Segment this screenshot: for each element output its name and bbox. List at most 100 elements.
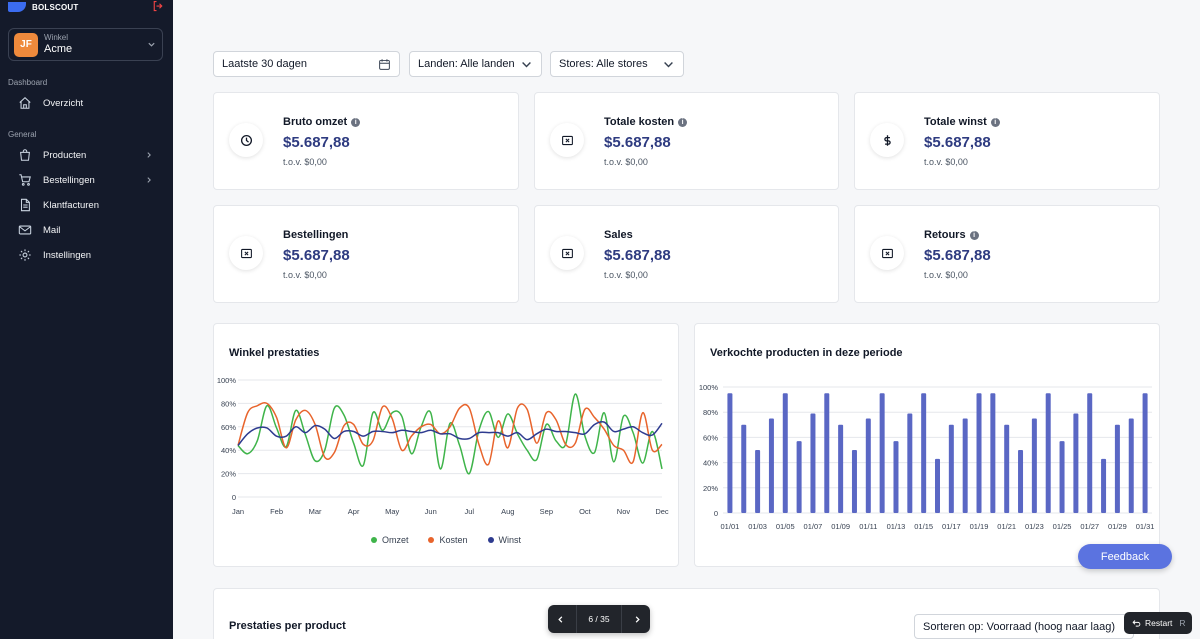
- receipt-x-icon: [881, 248, 893, 258]
- line-chart: 0 20% 40% 60% 80% 100% Jan Feb Mar Apr May Jun Jul Au…: [217, 376, 669, 516]
- x-tick-label: Sep: [540, 507, 553, 516]
- dollar-icon: [883, 134, 891, 146]
- legend-item-winst[interactable]: Winst: [487, 535, 521, 545]
- x-tick-label: 01/07: [804, 522, 823, 531]
- chart-title: Winkel prestaties: [229, 347, 320, 359]
- sort-select[interactable]: Sorteren op: Voorraad (hoog naar laag): [914, 614, 1134, 639]
- chart-title: Verkochte producten in deze periode: [710, 347, 903, 359]
- bar: [768, 418, 774, 513]
- date-range-value: Laatste 30 dagen: [222, 58, 308, 70]
- series-line-winst: [237, 420, 663, 446]
- kpi-title: Bestellingen: [283, 229, 349, 241]
- sidebar-item-instellingen[interactable]: Instellingen: [18, 245, 163, 265]
- receipt-x-icon: [561, 248, 573, 258]
- kpi-value: $5.687,88: [924, 247, 991, 264]
- pager-label: 6 / 35: [588, 614, 610, 624]
- kpi-card-bruto-omzet: Bruto omzet i $5.687,88 t.o.v. $0,00: [213, 92, 519, 190]
- x-tick-label: 01/09: [831, 522, 850, 531]
- countries-select[interactable]: Landen: Alle landen: [409, 51, 542, 77]
- legend-item-omzet[interactable]: Omzet: [370, 535, 408, 545]
- y-tick-label: 40%: [703, 459, 718, 468]
- x-tick-label: Mar: [309, 507, 322, 516]
- logout-icon[interactable]: [152, 0, 164, 12]
- feedback-button[interactable]: Feedback: [1078, 544, 1172, 569]
- y-tick-label: 0: [714, 509, 718, 518]
- bar: [893, 441, 899, 513]
- kpi-icon-badge: [229, 236, 263, 270]
- kpi-value: $5.687,88: [604, 247, 671, 264]
- bar: [755, 450, 761, 513]
- bar: [1142, 393, 1148, 513]
- kpi-title: Bruto omzet: [283, 116, 348, 128]
- series-line-kosten: [237, 401, 663, 466]
- section-label-dashboard: Dashboard: [8, 78, 48, 87]
- sidebar-item-label: Mail: [43, 224, 61, 236]
- sidebar: BOLSCOUT JF Winkel Acme Dashboard Overzi…: [0, 0, 173, 639]
- receipt-x-icon: [561, 135, 573, 145]
- info-icon[interactable]: i: [990, 117, 1000, 127]
- bar: [907, 413, 913, 513]
- stores-value: Stores: Alle stores: [559, 58, 648, 70]
- kpi-compare: t.o.v. $0,00: [283, 270, 327, 280]
- kpi-card-totale-winst: Totale winst i $5.687,88 t.o.v. $0,00: [854, 92, 1160, 190]
- bar: [1128, 418, 1134, 513]
- kpi-card-bestellingen: Bestellingen $5.687,88 t.o.v. $0,00: [213, 205, 519, 303]
- document-icon: [20, 198, 30, 212]
- info-icon[interactable]: i: [351, 117, 361, 127]
- bar: [1073, 413, 1079, 513]
- bar: [1045, 393, 1051, 513]
- sidebar-item-mail[interactable]: Mail: [18, 220, 163, 240]
- y-tick-label: 60%: [221, 423, 236, 432]
- info-icon[interactable]: i: [969, 230, 979, 240]
- chevron-right-icon[interactable]: [633, 615, 642, 624]
- bar: [921, 393, 927, 513]
- restart-button[interactable]: Restart R: [1124, 612, 1192, 634]
- sidebar-item-overzicht[interactable]: Overzicht: [18, 93, 163, 113]
- receipt-x-icon: [240, 248, 252, 258]
- legend-dot-icon: [370, 537, 377, 543]
- restart-label: Restart: [1145, 618, 1173, 628]
- x-tick-label: 01/11: [859, 522, 877, 531]
- chevron-left-icon[interactable]: [556, 615, 565, 624]
- kpi-icon-badge: [870, 123, 904, 157]
- sidebar-item-label: Bestellingen: [43, 174, 95, 186]
- bar: [1114, 424, 1120, 513]
- kpi-compare: t.o.v. $0,00: [924, 157, 968, 167]
- bar: [727, 393, 733, 513]
- kpi-compare: t.o.v. $0,00: [283, 157, 327, 167]
- kpi-value: $5.687,88: [924, 134, 991, 151]
- shop-name: Acme: [44, 42, 73, 55]
- x-tick-label: 01/17: [942, 522, 961, 531]
- shortcut-key: R: [1179, 618, 1186, 628]
- stores-select[interactable]: Stores: Alle stores: [550, 51, 684, 77]
- kpi-card-totale-kosten: Totale kosten i $5.687,88 t.o.v. $0,00: [534, 92, 839, 190]
- series-line-omzet: [237, 393, 663, 475]
- date-range-picker[interactable]: Laatste 30 dagen: [213, 51, 400, 77]
- sidebar-item-klantfacturen[interactable]: Klantfacturen: [18, 195, 163, 215]
- legend-item-kosten[interactable]: Kosten: [428, 535, 468, 545]
- bar: [948, 424, 954, 513]
- sidebar-item-label: Klantfacturen: [43, 199, 99, 211]
- countries-value: Landen: Alle landen: [418, 58, 515, 70]
- section-label-general: General: [8, 130, 37, 139]
- shop-selector[interactable]: JF Winkel Acme: [8, 28, 163, 61]
- chevron-down-icon: [148, 42, 155, 47]
- clock-icon: [240, 134, 252, 146]
- info-icon[interactable]: i: [678, 117, 688, 127]
- y-tick-label: 80%: [703, 408, 718, 417]
- chevron-right-icon: [147, 177, 151, 183]
- kpi-title: Retours: [924, 229, 966, 241]
- sidebar-item-bestellingen[interactable]: Bestellingen: [18, 170, 163, 190]
- kpi-title: Totale kosten: [604, 116, 675, 128]
- x-tick-label: 01/29: [1108, 522, 1127, 531]
- sidebar-item-label: Instellingen: [43, 249, 92, 261]
- shop-avatar: JF: [14, 32, 38, 57]
- bar: [1018, 450, 1024, 513]
- brand-logo[interactable]: BOLSCOUT: [8, 0, 79, 14]
- sidebar-item-producten[interactable]: Producten: [18, 145, 163, 165]
- x-tick-label: Nov: [617, 507, 631, 516]
- logo-mark-icon: [8, 2, 26, 12]
- section-title: Prestaties per product: [229, 620, 346, 632]
- kpi-icon-badge: [550, 123, 584, 157]
- legend-dot-icon: [428, 537, 435, 543]
